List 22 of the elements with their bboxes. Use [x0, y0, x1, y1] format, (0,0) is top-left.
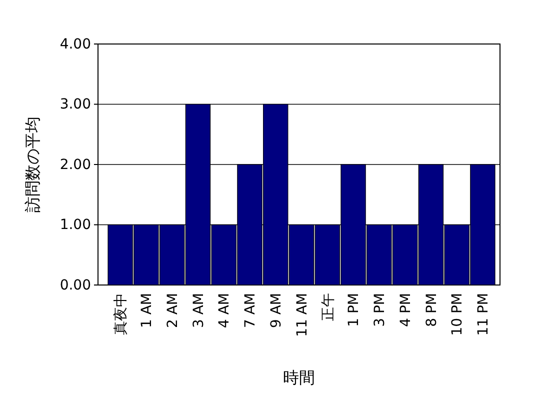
x-tick-label: 11 PM: [476, 293, 492, 336]
x-tick-label: 3 AM: [190, 293, 207, 328]
x-tick-label: 9 AM: [268, 293, 285, 328]
x-axis-title: 時間: [283, 368, 315, 387]
y-tick-label: 0.00: [60, 277, 91, 294]
y-tick-label: 3.00: [60, 96, 91, 113]
x-tick-label: 8 PM: [424, 293, 440, 327]
x-tick-label: 1 AM: [139, 293, 156, 328]
x-tick-label: 正午: [320, 293, 336, 321]
x-tick-label: 10 PM: [450, 293, 466, 336]
x-tick-label: 3 PM: [372, 293, 388, 327]
x-tick-label: 7 AM: [242, 293, 259, 328]
x-tick-label: 1 PM: [346, 293, 362, 327]
x-tick-label: 真夜中: [113, 293, 130, 335]
x-tick-label: 4 AM: [216, 293, 233, 328]
y-axis-title: 訪問数の平均: [23, 116, 42, 212]
y-tick-label: 2.00: [60, 156, 91, 173]
x-tick-label: 4 PM: [398, 293, 414, 327]
y-tick-label: 4.00: [60, 36, 91, 52]
x-tick-label: 11 AM: [294, 293, 310, 337]
x-tick-label: 2 AM: [164, 293, 181, 328]
y-tick-label: 1.00: [60, 217, 91, 234]
